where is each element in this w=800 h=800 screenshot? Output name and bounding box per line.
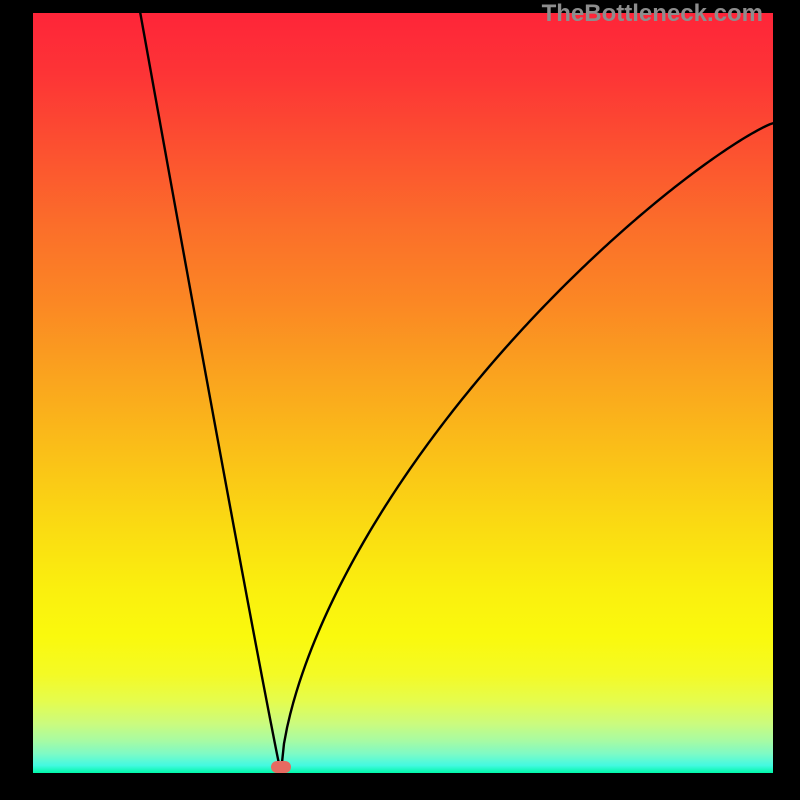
plot-area — [33, 13, 773, 773]
stage: TheBottleneck.com — [0, 0, 800, 800]
bottleneck-curve — [33, 13, 773, 773]
